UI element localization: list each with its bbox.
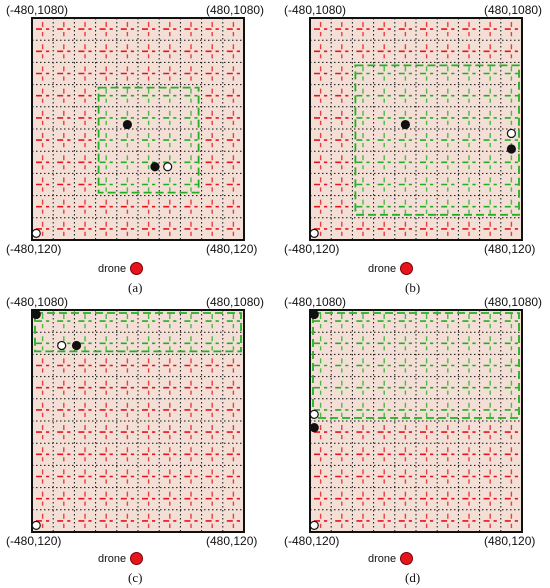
corner-label-top-left: (-480,1080) — [284, 295, 347, 309]
map-border — [31, 309, 245, 533]
drone-position-marker — [309, 309, 319, 320]
map-border — [31, 17, 245, 241]
covered-region — [97, 86, 200, 194]
legend-drone: drone — [368, 262, 414, 275]
corner-label-top-left: (-480,1080) — [284, 3, 347, 17]
legend-label: drone — [368, 262, 397, 275]
corner-label-top-left: (-480,1080) — [6, 295, 69, 309]
map-border — [309, 17, 523, 241]
legend-label: drone — [98, 552, 127, 565]
legend-label: drone — [98, 262, 127, 275]
legend-label: drone — [368, 552, 397, 565]
coverage-map-d — [309, 309, 523, 533]
map-border — [309, 309, 523, 533]
drone-position-marker — [400, 119, 411, 130]
covered-region — [34, 312, 242, 353]
start-position-marker — [31, 520, 41, 530]
coverage-map-c — [31, 309, 245, 533]
corner-label-bottom-left: (-480,120) — [6, 534, 62, 548]
drone-marker-icon — [130, 262, 144, 275]
coverage-map-b — [309, 17, 523, 241]
panel-caption: (d) — [405, 570, 421, 585]
start-position-marker — [309, 409, 319, 419]
legend-drone: drone — [368, 552, 414, 565]
panel-caption: (c) — [128, 570, 143, 585]
panel-caption: (b) — [405, 280, 421, 295]
corner-label-bottom-left: (-480,120) — [284, 534, 340, 548]
start-position-marker — [309, 520, 319, 530]
corner-label-top-right: (480,1080) — [206, 295, 265, 309]
panel-caption: (a) — [128, 280, 143, 295]
start-position-marker — [31, 228, 41, 238]
start-position-marker — [506, 128, 516, 139]
start-position-marker — [57, 340, 67, 351]
corner-label-bottom-right: (480,120) — [484, 242, 536, 256]
corner-label-top-right: (480,1080) — [484, 3, 543, 17]
drone-position-marker — [150, 162, 160, 172]
corner-label-top-right: (480,1080) — [484, 295, 543, 309]
start-position-marker — [309, 228, 319, 238]
legend-drone: drone — [98, 552, 144, 565]
drone-position-marker — [309, 423, 319, 433]
legend-drone: drone — [98, 262, 144, 275]
drone-marker-icon — [400, 262, 414, 275]
corner-label-bottom-right: (480,120) — [484, 534, 536, 548]
drone-marker-icon — [400, 552, 414, 565]
corner-label-top-right: (480,1080) — [206, 3, 265, 17]
covered-region — [312, 312, 520, 419]
drone-marker-icon — [130, 552, 144, 565]
drone-position-marker — [506, 144, 516, 154]
corner-label-bottom-right: (480,120) — [206, 242, 258, 256]
corner-label-bottom-left: (-480,120) — [6, 242, 62, 256]
drone-position-marker — [122, 119, 133, 130]
corner-label-top-left: (-480,1080) — [6, 3, 69, 17]
start-position-marker — [163, 162, 173, 172]
corner-label-bottom-left: (-480,120) — [284, 242, 340, 256]
coverage-map-a — [31, 17, 245, 241]
corner-label-bottom-right: (480,120) — [206, 534, 258, 548]
drone-position-marker — [71, 340, 82, 351]
drone-position-marker — [31, 309, 41, 320]
